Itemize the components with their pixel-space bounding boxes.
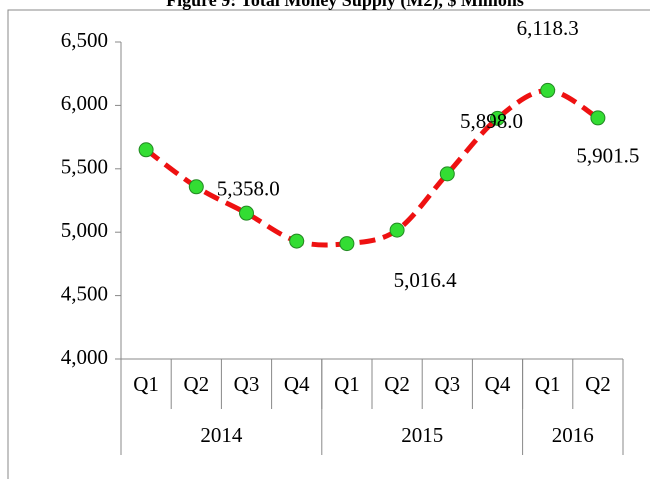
group-label: 2016 [552,423,594,447]
x-tick-label: Q2 [585,372,611,396]
marker [590,110,606,126]
x-tick-label: Q1 [535,372,561,396]
marker [239,205,254,221]
x-tick-label: Q2 [183,372,209,396]
marker [289,233,305,249]
y-tick-label: 6,000 [61,91,108,115]
group-label: 2014 [200,423,243,447]
y-tick-label: 6,500 [61,28,108,52]
data-label: 5,901.5 [576,144,639,168]
x-tick-label: Q3 [234,372,260,396]
marker [138,142,154,158]
marker [490,110,505,126]
chart-title: Figure 9: Total Money Supply (M2), $ Mil… [166,0,524,11]
y-tick-label: 4,500 [61,281,108,305]
marker [188,179,204,195]
marker [439,166,455,182]
x-tick-label: Q4 [284,372,310,396]
y-tick-label: 5,500 [61,155,108,179]
x-tick-label: Q3 [434,372,460,396]
data-label: 6,118.3 [517,16,579,40]
marker [339,236,355,252]
x-tick-label: Q2 [384,372,410,396]
data-label: 5,016.4 [394,268,458,292]
data-label: 5,898.0 [460,109,523,133]
y-tick-label: 4,000 [61,345,108,369]
marker [389,222,405,238]
group-label: 2015 [401,423,443,447]
series-line [144,87,600,248]
x-tick-label: Q1 [334,372,360,396]
x-tick-label: Q1 [133,372,159,396]
x-tick-label: Q4 [485,372,511,396]
y-tick-label: 5,000 [61,218,108,242]
marker [540,82,556,98]
data-label: 5,358.0 [217,177,280,201]
chart-frame [7,9,650,479]
